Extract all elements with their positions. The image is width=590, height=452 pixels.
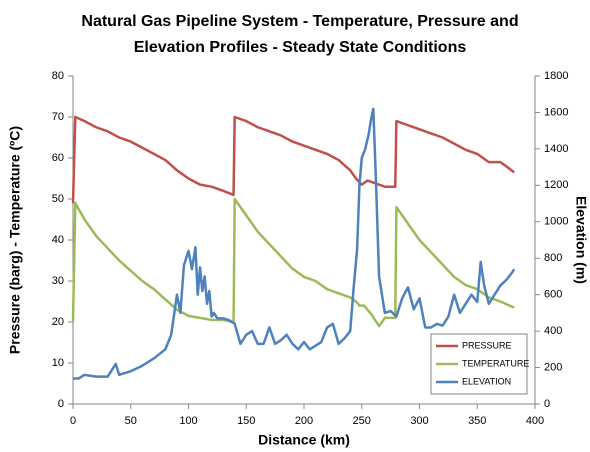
y2-axis-label: Elevation (m) (573, 196, 589, 284)
y-tick-label: 50 (52, 193, 64, 205)
y2-tick-label: 1200 (544, 179, 568, 191)
y-tick-label: 30 (52, 275, 64, 287)
chart-title: Elevation Profiles - Steady State Condit… (134, 39, 467, 56)
y-axis-label: Pressure (barg) - Temperature (ºC) (7, 126, 23, 354)
x-tick-label: 150 (237, 415, 255, 427)
x-tick-label: 300 (410, 415, 428, 427)
legend-label: ELEVATION (462, 376, 511, 386)
x-tick-label: 400 (526, 415, 544, 427)
chart-title: Natural Gas Pipeline System - Temperatur… (81, 13, 518, 30)
y-tick-label: 80 (52, 70, 64, 82)
legend-label: PRESSURE (462, 340, 512, 350)
y2-tick-label: 1400 (544, 143, 568, 155)
x-tick-label: 100 (179, 415, 197, 427)
y2-tick-label: 1600 (544, 106, 568, 118)
x-tick-label: 250 (353, 415, 371, 427)
x-tick-label: 50 (125, 415, 137, 427)
legend-label: TEMPERATURE (462, 358, 529, 368)
y-tick-label: 10 (52, 357, 64, 369)
y-tick-label: 40 (52, 234, 64, 246)
y-tick-label: 20 (52, 316, 64, 328)
x-axis-label: Distance (km) (258, 432, 350, 448)
series-line (71, 115, 515, 204)
y2-tick-label: 1800 (544, 70, 568, 82)
y2-tick-label: 1000 (544, 216, 568, 228)
y2-tick-label: 0 (544, 398, 550, 410)
y-tick-label: 0 (58, 398, 64, 410)
x-tick-label: 0 (70, 415, 76, 427)
y-tick-label: 70 (52, 111, 64, 123)
y2-tick-label: 600 (544, 289, 562, 301)
y2-tick-label: 200 (544, 361, 562, 373)
x-tick-label: 350 (468, 415, 486, 427)
y2-tick-label: 400 (544, 325, 562, 337)
series-line (73, 107, 516, 380)
legend: PRESSURE TEMPERATURE ELEVATION (430, 333, 529, 395)
y-tick-label: 60 (52, 152, 64, 164)
y2-tick-label: 800 (544, 252, 562, 264)
series-line (71, 197, 515, 328)
x-tick-label: 200 (295, 415, 313, 427)
